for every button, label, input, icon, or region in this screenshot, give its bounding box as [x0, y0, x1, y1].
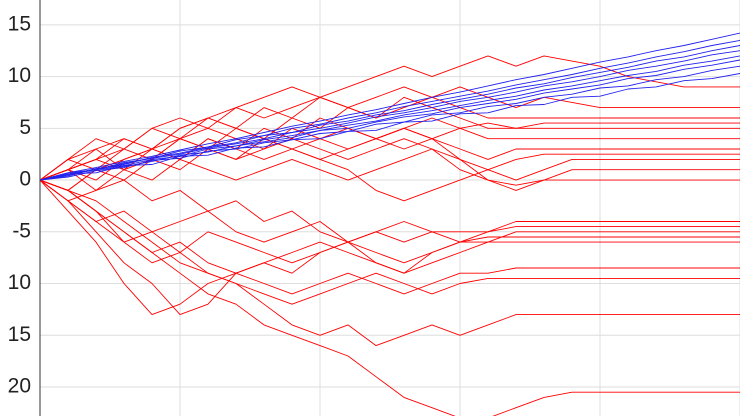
series-line [39, 148, 740, 202]
series-line [39, 179, 740, 305]
series-line [39, 127, 740, 181]
series-line [39, 179, 740, 347]
y-tick-label: 10 [8, 271, 31, 294]
y-tick-label: 20 [8, 375, 31, 398]
y-tick-label: 0 [19, 168, 31, 191]
series-line [39, 55, 740, 181]
y-tick-label: 10 [8, 64, 31, 87]
series-line [39, 55, 740, 181]
series-line [39, 39, 740, 181]
series-line [39, 50, 740, 181]
y-tick-label: 5 [19, 116, 31, 139]
series-line [39, 179, 740, 416]
series-line [39, 59, 740, 181]
series-line [39, 32, 740, 181]
series-line [39, 179, 740, 295]
series-line [39, 73, 740, 181]
series-line [39, 45, 740, 181]
y-tick-label: 15 [8, 323, 31, 346]
series-line [39, 169, 740, 274]
series-line [39, 179, 740, 243]
series-line [39, 179, 740, 316]
y-tick-label: -5 [12, 219, 31, 242]
series-line [39, 179, 740, 264]
y-tick-label: 15 [8, 12, 31, 35]
series-line [39, 117, 740, 202]
series-line [39, 96, 740, 181]
